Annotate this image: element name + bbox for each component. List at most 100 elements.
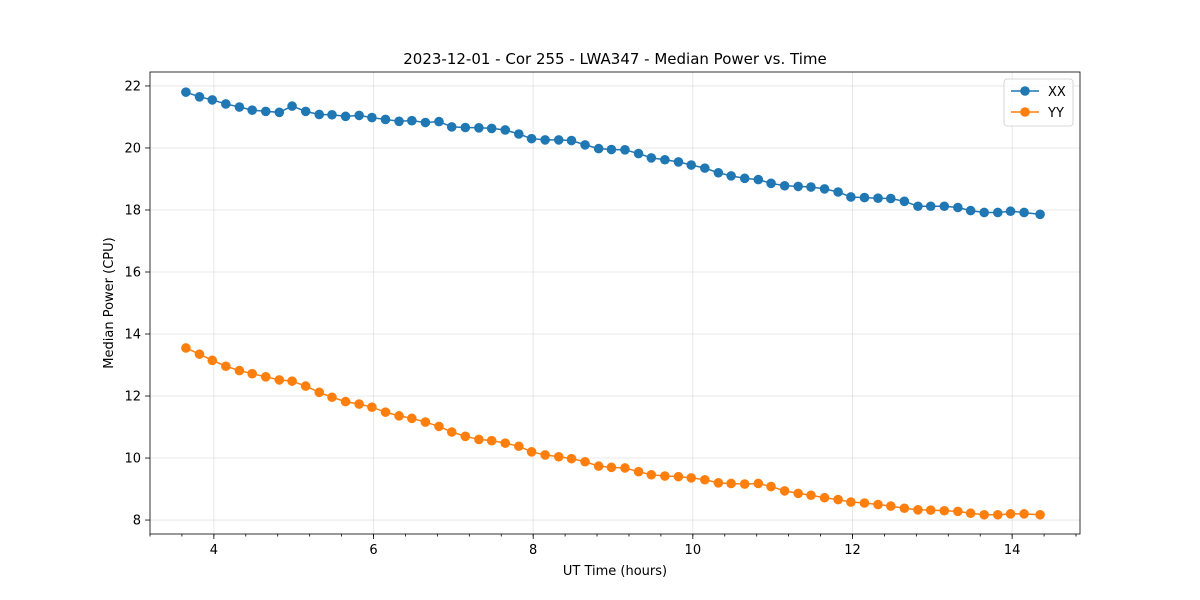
data-point-yy <box>633 466 644 477</box>
data-point-xx <box>686 160 697 170</box>
data-point-yy <box>181 343 191 353</box>
data-point-xx <box>247 105 257 115</box>
data-point-xx <box>620 145 630 155</box>
data-point-yy <box>925 505 936 515</box>
data-point-xx <box>474 123 484 133</box>
data-point-yy <box>620 463 630 473</box>
data-point-yy <box>354 399 364 409</box>
y-tick-label: 14 <box>124 328 141 343</box>
x-axis-label: UT Time (hours) <box>563 564 667 579</box>
data-point-yy <box>420 417 431 427</box>
data-point-yy <box>580 456 590 467</box>
x-tick-label: 4 <box>210 543 218 558</box>
data-point-xx <box>806 182 816 192</box>
y-tick-label: 22 <box>124 79 141 94</box>
series-xx <box>181 87 1045 220</box>
data-point-xx <box>833 187 843 197</box>
data-point-yy <box>673 471 684 482</box>
data-point-yy <box>446 427 457 437</box>
data-point-xx <box>274 107 285 118</box>
data-point-xx <box>194 92 205 102</box>
data-point-yy <box>1035 509 1045 520</box>
data-point-xx <box>660 154 670 165</box>
data-point-xx <box>913 201 923 212</box>
data-point-xx <box>846 192 856 202</box>
data-point-yy <box>965 508 976 519</box>
data-point-yy <box>486 435 497 446</box>
data-point-xx <box>553 135 564 145</box>
data-point-xx <box>221 99 231 109</box>
x-tick-label: 10 <box>685 543 702 558</box>
data-point-yy <box>779 486 790 496</box>
data-point-yy <box>992 509 1003 520</box>
data-point-xx <box>979 207 990 218</box>
data-point-xx <box>713 167 724 178</box>
data-point-xx <box>633 148 644 159</box>
data-point-xx <box>500 125 511 135</box>
data-point-yy <box>274 375 285 385</box>
data-point-yy <box>873 499 883 510</box>
data-point-xx <box>514 129 524 139</box>
data-point-xx <box>673 157 684 167</box>
series-group <box>181 87 1045 520</box>
data-point-xx <box>1019 207 1029 218</box>
data-point-yy <box>540 450 550 460</box>
data-point-xx <box>1035 209 1045 220</box>
data-point-yy <box>726 478 736 489</box>
data-point-yy <box>221 361 231 372</box>
data-point-xx <box>873 193 883 203</box>
data-point-xx <box>407 115 417 126</box>
data-point-xx <box>300 106 311 117</box>
y-tick-label: 16 <box>124 265 141 280</box>
data-point-yy <box>806 490 816 501</box>
data-point-yy <box>460 431 471 442</box>
data-point-yy <box>234 365 245 376</box>
data-point-xx <box>886 193 896 204</box>
data-point-xx <box>394 116 404 127</box>
data-point-xx <box>367 112 377 123</box>
data-point-xx <box>593 143 604 154</box>
data-point-xx <box>925 201 936 212</box>
data-point-xx <box>965 205 976 216</box>
data-point-xx <box>1005 206 1016 217</box>
data-point-xx <box>700 163 710 173</box>
data-point-yy <box>846 497 856 507</box>
data-point-xx <box>380 114 391 125</box>
data-point-xx <box>580 140 590 150</box>
data-point-yy <box>260 372 271 382</box>
data-point-xx <box>992 207 1003 218</box>
data-point-xx <box>434 116 444 127</box>
data-point-yy <box>474 434 484 445</box>
data-point-xx <box>287 101 297 111</box>
data-point-yy <box>819 492 830 503</box>
axis-ticks: 4 6 8 10 12 14 8 10 12 14 16 18 20 22 <box>124 79 1077 558</box>
data-point-xx <box>793 181 804 192</box>
plot-frame <box>149 71 1081 535</box>
data-point-xx <box>207 95 218 105</box>
data-point-yy <box>660 471 670 481</box>
data-point-yy <box>913 505 923 515</box>
series-yy <box>181 343 1045 520</box>
data-point-xx <box>340 111 351 122</box>
data-point-yy <box>514 441 524 452</box>
data-point-xx <box>939 201 950 212</box>
data-point-yy <box>899 503 910 514</box>
legend-marker-yy <box>1020 107 1030 117</box>
x-tick-label: 12 <box>844 543 861 558</box>
x-tick-label: 6 <box>369 543 377 558</box>
data-point-xx <box>566 135 577 146</box>
data-point-yy <box>434 421 444 432</box>
x-tick-label: 14 <box>1004 543 1021 558</box>
legend: XX YY <box>1003 78 1074 127</box>
data-point-yy <box>886 501 896 511</box>
data-point-xx <box>354 110 364 121</box>
data-point-yy <box>939 505 950 516</box>
data-point-yy <box>380 407 391 417</box>
y-axis-label: Median Power (CPU) <box>102 237 117 368</box>
data-point-yy <box>833 494 843 505</box>
data-point-yy <box>566 453 577 464</box>
data-point-yy <box>646 469 657 480</box>
data-point-yy <box>859 498 870 508</box>
data-point-xx <box>260 106 271 117</box>
data-point-xx <box>779 180 790 191</box>
